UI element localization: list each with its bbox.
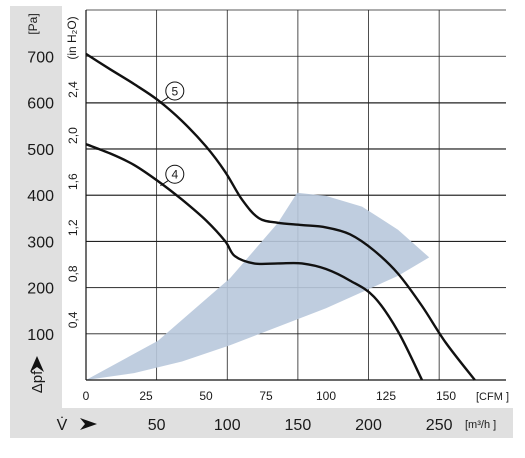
x-tick-m3h: 100 (214, 417, 241, 434)
y-tick-pa: 700 (27, 49, 54, 66)
x-tick-cfm: 150 (436, 389, 456, 403)
x-tick-cfm: 25 (139, 389, 153, 403)
operating-region (86, 192, 430, 380)
curve-5 (85, 52, 476, 381)
x-tick-m3h: 150 (285, 417, 312, 434)
plot-area (86, 10, 506, 379)
curves (85, 52, 476, 381)
curve-label-circle (165, 164, 185, 184)
x-axis-symbol: V̇ (57, 416, 68, 434)
curve-label-5: 5 (171, 84, 178, 98)
curve-4 (85, 142, 424, 381)
x-unit-m3h: [m³/h ] (465, 419, 496, 431)
y-tick-inh2o: 1,2 (66, 219, 80, 236)
x-tick-cfm: 75 (259, 389, 273, 403)
y-axis-symbol: Δpf (29, 370, 46, 393)
curve-label-circle (165, 81, 185, 101)
x-arrow-icon (80, 418, 97, 430)
x-tick-labels-m3h: 50 100 150 200 250 (148, 417, 453, 434)
y-tick-pa: 500 (27, 142, 54, 159)
y-tick-pa: 200 (27, 281, 54, 298)
curve-labels: 54 (160, 81, 185, 187)
y-tick-pa: 400 (27, 188, 54, 205)
y-tick-pa: 100 (27, 327, 54, 344)
x-tick-m3h: 50 (148, 417, 166, 434)
y-tick-inh2o: 2,4 (66, 81, 80, 98)
x-tick-m3h: 250 (426, 417, 453, 434)
x-unit-cfm: [CFM ] (476, 391, 509, 403)
y-unit-inh2o: (in H₂O) (65, 16, 79, 59)
x-tick-cfm: 0 (83, 389, 90, 403)
x-tick-m3h: 200 (355, 417, 382, 434)
y-tick-pa: 600 (27, 96, 54, 113)
y-arrow-icon (30, 356, 44, 372)
left-panel (10, 6, 62, 408)
curve-label-4: 4 (171, 168, 178, 182)
y-tick-inh2o: 2,0 (66, 127, 80, 144)
y-tick-labels-inh2o: 0,4 0,8 1,2 1,6 2,0 2,4 (66, 81, 80, 328)
x-tick-cfm: 100 (316, 389, 336, 403)
y-tick-inh2o: 0,4 (66, 311, 80, 328)
curve-label-leader (160, 179, 170, 187)
x-tick-cfm: 125 (376, 389, 396, 403)
y-tick-inh2o: 0,8 (66, 265, 80, 282)
x-tick-cfm: 50 (199, 389, 213, 403)
y-tick-pa: 300 (27, 234, 54, 251)
y-tick-inh2o: 1,6 (66, 173, 80, 190)
curve-label-leader (160, 96, 170, 103)
y-unit-pa: [Pa] (26, 13, 40, 34)
x-tick-labels-cfm: 0 25 50 75 100 125 150 (83, 389, 457, 403)
shaded-region (86, 192, 430, 380)
y-tick-labels-pa: 100 200 300 400 500 600 700 (27, 49, 54, 344)
